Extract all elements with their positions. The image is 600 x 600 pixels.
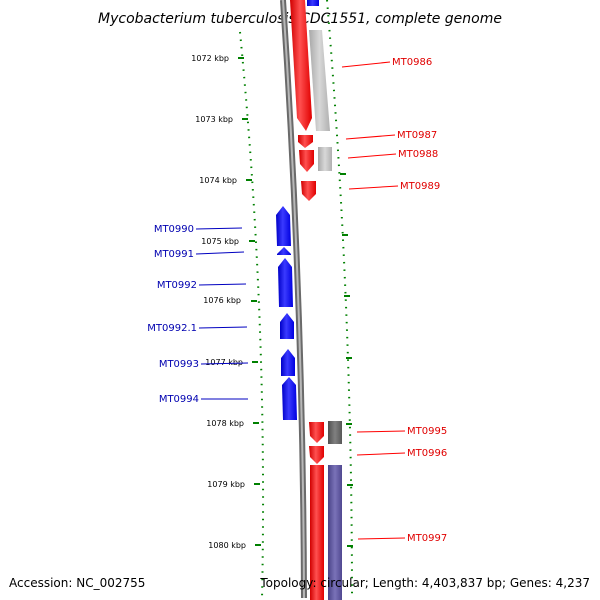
tick-label: 1077 kbp xyxy=(205,358,243,367)
tick-mark xyxy=(344,295,350,297)
leader-line xyxy=(195,227,243,230)
tick-label: 1079 kbp xyxy=(207,480,245,489)
genome-summary-text: Topology: circular; Length: 4,403,837 bp… xyxy=(259,576,590,590)
gene-label-mt0996[interactable]: MT0996 xyxy=(407,448,447,459)
leader-line xyxy=(357,537,406,540)
tick-mark xyxy=(253,422,259,424)
leader-line xyxy=(356,452,406,456)
gene-arrow-mt0988[interactable] xyxy=(299,150,314,172)
gene-label-mt0993[interactable]: MT0993 xyxy=(159,359,199,370)
secondary-track xyxy=(307,0,342,600)
tick-mark xyxy=(346,423,352,425)
tick-mark xyxy=(252,361,258,363)
leader-line xyxy=(345,134,396,140)
tick-mark xyxy=(251,300,257,302)
gene-arrow-mt0994[interactable] xyxy=(282,377,297,420)
gene-shadow xyxy=(328,465,342,600)
tick-mark xyxy=(249,240,255,242)
tick-mark xyxy=(347,545,353,547)
gene-arrow-mt0992-1[interactable] xyxy=(280,313,294,339)
outer-guide-line xyxy=(326,0,353,599)
gene-label-mt0992[interactable]: MT0992 xyxy=(157,280,197,291)
inner-guide-line xyxy=(239,31,265,599)
gene-arrow-mt0991[interactable] xyxy=(277,247,291,255)
gene-arrow-mt0992[interactable] xyxy=(278,258,293,307)
leader-line xyxy=(347,153,397,159)
tick-mark xyxy=(242,118,248,120)
tick-mark xyxy=(347,484,353,486)
reverse-label-leaders xyxy=(195,227,249,400)
gene-arrow-mt0996[interactable] xyxy=(309,446,324,464)
gene-arrow-mt0987[interactable] xyxy=(298,135,313,148)
gene-shadow xyxy=(307,0,319,6)
tick-mark xyxy=(255,544,261,546)
leader-line xyxy=(348,185,399,190)
gene-shadow xyxy=(309,30,330,131)
gene-arrow-mt0993[interactable] xyxy=(281,349,295,376)
gene-label-mt0995[interactable]: MT0995 xyxy=(407,426,447,437)
forward-label-leaders xyxy=(341,61,406,540)
tick-label: 1076 kbp xyxy=(203,296,241,305)
gene-shadow xyxy=(328,421,342,444)
gene-label-mt0986[interactable]: MT0986 xyxy=(392,57,432,68)
tick-mark xyxy=(238,57,244,59)
tick-label: 1072 kbp xyxy=(191,54,229,63)
tick-mark xyxy=(340,173,346,175)
leader-line xyxy=(198,283,247,286)
tick-labels: 1072 kbp 1073 kbp 1074 kbp 1075 kbp 1076… xyxy=(191,54,246,550)
gene-label-mt0988[interactable]: MT0988 xyxy=(398,149,438,160)
gene-shadow xyxy=(318,147,332,171)
reverse-strand-genes xyxy=(276,206,297,420)
gene-label-mt0992-1[interactable]: MT0992.1 xyxy=(147,323,197,334)
gene-label-mt0989[interactable]: MT0989 xyxy=(400,181,440,192)
leader-line xyxy=(195,251,245,255)
tick-mark xyxy=(246,179,252,181)
gene-arrow-mt0995[interactable] xyxy=(309,422,324,443)
gene-label-mt0990[interactable]: MT0990 xyxy=(154,224,194,235)
reverse-gene-labels: MT0990 MT0991 MT0992 MT0992.1 MT0993 MT0… xyxy=(147,224,199,405)
gene-label-mt0994[interactable]: MT0994 xyxy=(159,394,199,405)
genome-backbone-highlight xyxy=(282,0,305,599)
gene-arrow-mt0997[interactable] xyxy=(310,465,324,600)
tick-label: 1075 kbp xyxy=(201,237,239,246)
gene-arrow-mt0989[interactable] xyxy=(301,181,316,201)
tick-label: 1073 kbp xyxy=(195,115,233,124)
leader-line xyxy=(341,61,391,68)
tick-mark xyxy=(342,234,348,236)
tick-label: 1074 kbp xyxy=(199,176,237,185)
strand-guides xyxy=(239,0,353,599)
gene-arrow-mt0986[interactable] xyxy=(290,0,312,131)
leader-line xyxy=(198,326,248,329)
leader-line xyxy=(200,362,249,365)
gene-label-mt0997[interactable]: MT0997 xyxy=(407,533,447,544)
tick-mark xyxy=(346,357,352,359)
forward-gene-labels: MT0986 MT0987 MT0988 MT0989 MT0995 MT099… xyxy=(392,57,447,544)
gene-arrow-mt0990[interactable] xyxy=(276,206,291,246)
accession-text: Accession: NC_002755 xyxy=(9,576,145,590)
gene-label-mt0987[interactable]: MT0987 xyxy=(397,130,437,141)
tick-label: 1080 kbp xyxy=(208,541,246,550)
gene-label-mt0991[interactable]: MT0991 xyxy=(154,249,194,260)
tick-label: 1078 kbp xyxy=(206,419,244,428)
tick-marks xyxy=(238,57,353,547)
forward-strand-genes xyxy=(290,0,324,600)
leader-line xyxy=(356,430,406,433)
tick-mark xyxy=(254,483,260,485)
